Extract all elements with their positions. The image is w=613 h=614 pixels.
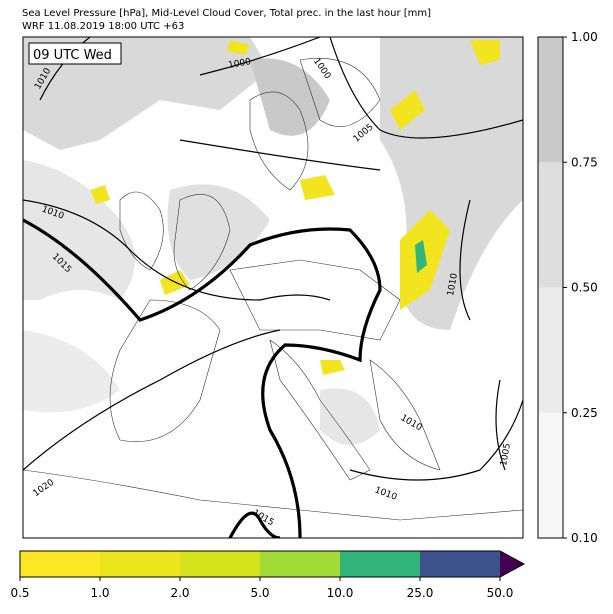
color-band xyxy=(260,551,340,577)
tick-label: 5.0 xyxy=(250,586,269,600)
contour-label: 1010 xyxy=(446,272,460,297)
time-label: 09 UTC Wed xyxy=(33,48,112,63)
color-band xyxy=(100,551,180,577)
isobars xyxy=(23,37,523,481)
coastlines xyxy=(23,58,523,521)
isobar-1015 xyxy=(23,218,382,538)
tick-label: 25.0 xyxy=(407,586,434,600)
tick-label: 0.10 xyxy=(571,531,598,545)
precip-colorbar: 0.5 1.0 2.0 5.0 10.0 25.0 50.0 xyxy=(10,550,526,600)
color-band xyxy=(180,551,260,577)
extend-arrow xyxy=(500,551,524,577)
tick-label: 0.75 xyxy=(571,155,598,169)
tick-label: 1.0 xyxy=(90,586,109,600)
tick-label: 0.5 xyxy=(10,586,29,600)
color-band xyxy=(538,37,563,163)
cloud-colorbar: 0.10 0.25 0.50 0.75 1.00 xyxy=(537,30,598,545)
tick-label: 2.0 xyxy=(170,586,189,600)
contour-label: 1005 xyxy=(499,443,513,467)
contour-label: 1000 xyxy=(228,57,253,71)
color-band xyxy=(20,551,100,577)
tick-label: 10.0 xyxy=(327,586,354,600)
tick-label: 1.00 xyxy=(571,30,598,44)
color-band xyxy=(538,287,563,413)
colorbar-frame xyxy=(19,550,526,578)
tick-label: 0.50 xyxy=(571,281,598,295)
tick-label: 50.0 xyxy=(487,586,514,600)
color-band xyxy=(538,412,563,538)
color-band xyxy=(420,551,500,577)
title-line: WRF 11.08.2019 18:00 UTC +63 xyxy=(22,21,184,32)
color-band xyxy=(340,551,420,577)
title-line: Sea Level Pressure [hPa], Mid-Level Clou… xyxy=(22,8,431,19)
color-band xyxy=(538,162,563,288)
tick-label: 0.25 xyxy=(571,406,598,420)
